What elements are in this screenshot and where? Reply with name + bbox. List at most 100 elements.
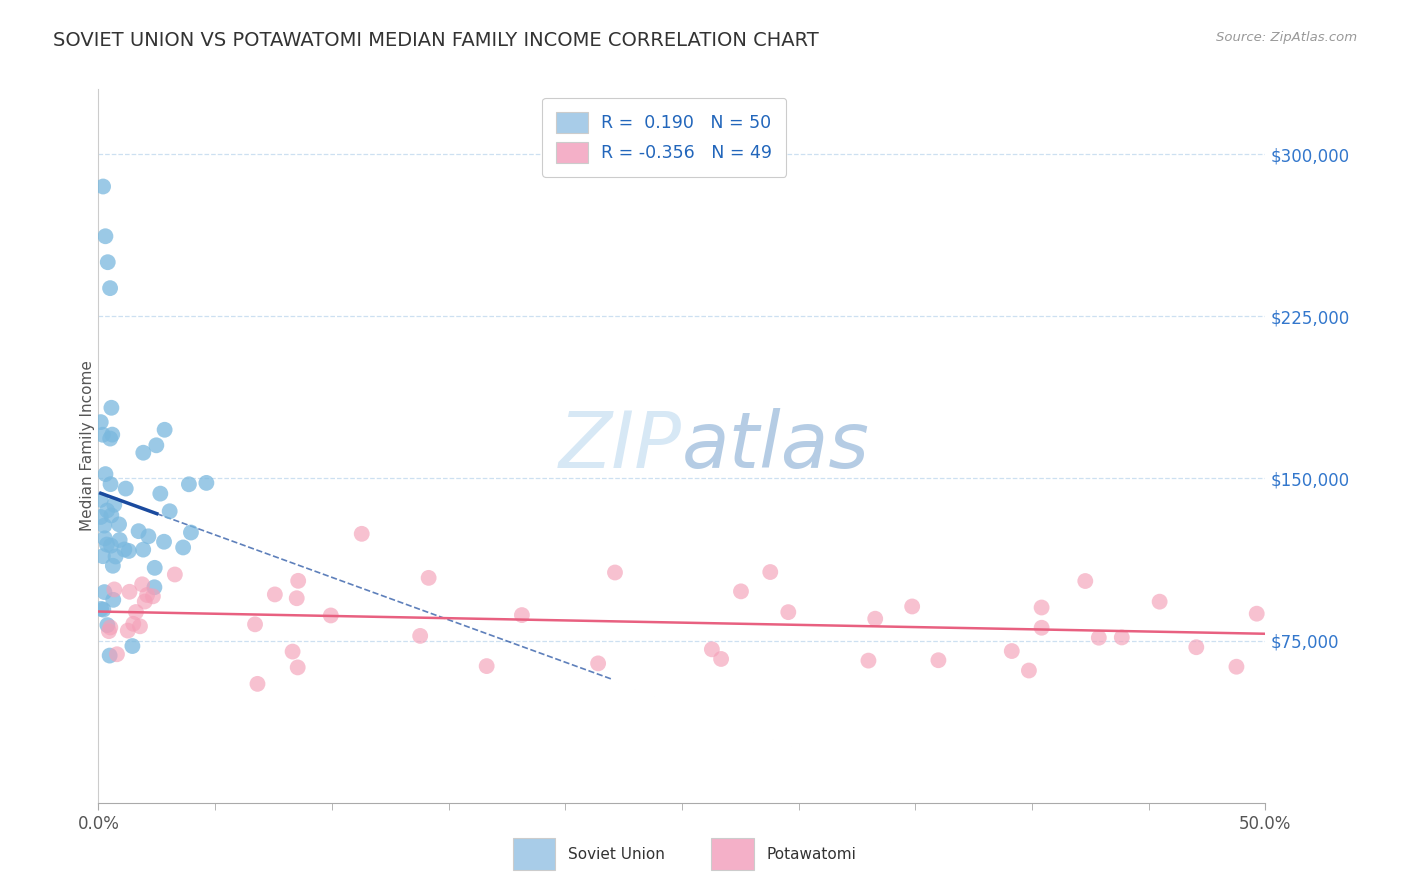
Point: [1088, 631, 1111, 645]
Point: [177, 477, 200, 491]
Point: [285, 591, 308, 606]
FancyBboxPatch shape: [711, 838, 754, 871]
Point: [96, 618, 118, 632]
Point: [1149, 595, 1171, 609]
Point: [122, 616, 145, 631]
Point: [98, 432, 121, 446]
Point: [350, 526, 373, 541]
Point: [1111, 631, 1133, 645]
Point: [153, 423, 176, 437]
Point: [98, 620, 121, 634]
Point: [263, 587, 285, 601]
Point: [1031, 600, 1053, 615]
Point: [104, 549, 127, 564]
Point: [118, 544, 141, 558]
Point: [96, 503, 118, 517]
Point: [101, 558, 124, 573]
Point: [195, 475, 218, 490]
Legend: R =  0.190   N = 50, R = -0.356   N = 49: R = 0.190 N = 50, R = -0.356 N = 49: [543, 98, 786, 177]
Point: [710, 652, 733, 666]
Point: [510, 608, 533, 623]
Point: [91, 427, 114, 442]
Point: [138, 529, 160, 543]
Point: [103, 592, 125, 607]
Point: [131, 577, 153, 591]
Point: [108, 517, 131, 532]
Point: [90, 492, 112, 507]
Point: [117, 624, 139, 638]
Point: [100, 477, 122, 491]
Point: [121, 639, 143, 653]
Point: [103, 582, 125, 597]
Point: [149, 486, 172, 500]
Point: [114, 482, 136, 496]
Point: [96, 537, 118, 551]
Point: [129, 619, 152, 633]
Point: [94, 229, 117, 244]
Point: [98, 281, 121, 295]
Point: [927, 653, 949, 667]
Point: [142, 590, 165, 604]
Text: Soviet Union: Soviet Union: [568, 847, 665, 862]
Point: [100, 508, 122, 523]
Point: [134, 594, 156, 608]
Text: SOVIET UNION VS POTAWATOMI MEDIAN FAMILY INCOME CORRELATION CHART: SOVIET UNION VS POTAWATOMI MEDIAN FAMILY…: [53, 31, 820, 50]
Point: [418, 571, 440, 585]
Point: [125, 605, 148, 619]
Point: [97, 255, 120, 269]
Point: [91, 179, 114, 194]
Text: Potawatomi: Potawatomi: [766, 847, 856, 862]
Point: [475, 659, 498, 673]
Point: [128, 524, 150, 538]
Point: [246, 677, 269, 691]
Point: [1246, 607, 1268, 621]
Point: [132, 542, 155, 557]
Point: [100, 539, 122, 553]
Point: [94, 531, 117, 545]
Point: [778, 605, 800, 619]
Point: [730, 584, 752, 599]
Point: [1018, 664, 1040, 678]
Text: ZIP: ZIP: [560, 408, 682, 484]
Point: [103, 498, 125, 512]
Point: [1225, 659, 1247, 673]
Point: [143, 561, 166, 575]
Point: [93, 518, 115, 533]
Point: [700, 642, 723, 657]
Point: [163, 567, 186, 582]
Point: [287, 660, 309, 674]
Point: [287, 574, 309, 588]
Point: [243, 617, 266, 632]
FancyBboxPatch shape: [513, 838, 555, 871]
Point: [97, 624, 120, 639]
Point: [143, 580, 166, 594]
Point: [1001, 644, 1024, 658]
Point: [145, 438, 167, 452]
Y-axis label: Median Family Income: Median Family Income: [80, 360, 94, 532]
Point: [409, 629, 432, 643]
Point: [858, 654, 880, 668]
Point: [101, 427, 124, 442]
Point: [90, 510, 112, 524]
Point: [603, 566, 626, 580]
Point: [91, 602, 114, 616]
Point: [93, 585, 115, 599]
Text: atlas: atlas: [682, 408, 870, 484]
Point: [153, 534, 176, 549]
Point: [100, 401, 122, 415]
Point: [159, 504, 181, 518]
Point: [759, 565, 782, 579]
Point: [90, 602, 112, 616]
Point: [172, 541, 194, 555]
Point: [98, 648, 121, 663]
Point: [105, 647, 128, 661]
Point: [1185, 640, 1208, 655]
Point: [118, 584, 141, 599]
Point: [108, 533, 131, 547]
Text: Source: ZipAtlas.com: Source: ZipAtlas.com: [1216, 31, 1357, 45]
Point: [281, 644, 304, 658]
Point: [136, 588, 159, 602]
Point: [863, 612, 886, 626]
Point: [91, 549, 114, 564]
Point: [132, 446, 155, 460]
